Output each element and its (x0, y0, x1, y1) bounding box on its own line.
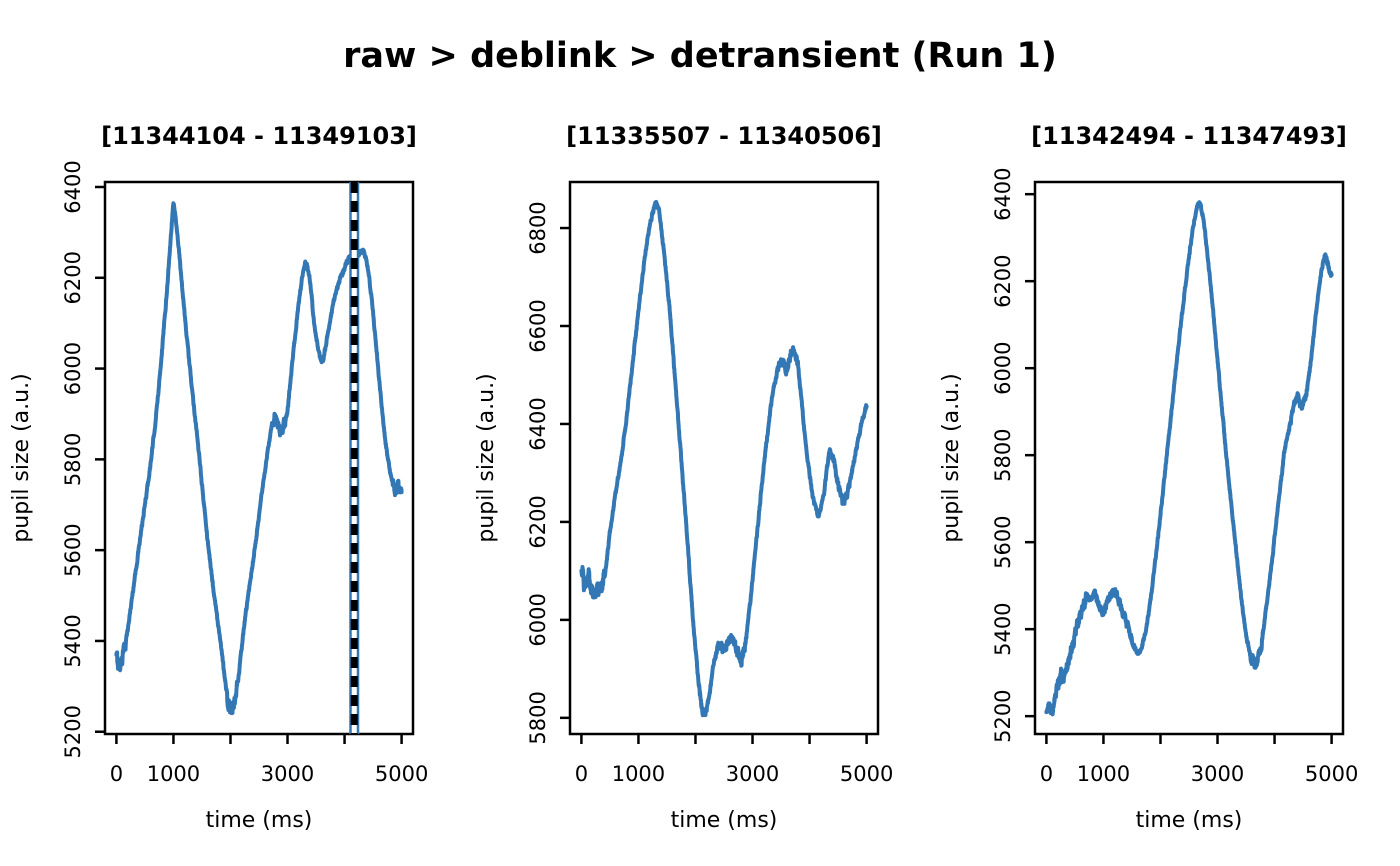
x-tick-label: 3000 (726, 762, 779, 786)
plot-2: 0 1000 3000 5000 5800 6000 6200 6400 6600 6800 (526, 180, 893, 786)
x-tick-label: 0 (1040, 762, 1053, 786)
y-tick-label: 5600 (61, 523, 85, 576)
y-tick-label: 6200 (61, 251, 85, 304)
y-tick-label: 5800 (526, 691, 550, 744)
subplot2-ylabel: pupil size (a.u.) (474, 373, 499, 543)
subplot2-title: [11335507 - 11340506] (566, 122, 882, 150)
pupil-trace-line (1044, 200, 1334, 717)
y-tick-label: 5800 (61, 433, 85, 486)
plot-1: 0 1000 3000 5000 5200 5400 5600 5800 6000 6200 640… (61, 160, 428, 786)
y-tick-label: 6000 (526, 593, 550, 646)
y-tick-label: 5800 (991, 428, 1015, 481)
plot-box (568, 180, 880, 736)
y-tick-label: 6200 (991, 254, 1015, 307)
figure-title: raw > deblink > detransient (Run 1) (343, 36, 1057, 76)
y-tick-label: 5400 (61, 614, 85, 667)
plot-3: 0 1000 3000 5000 5200 5400 5600 5800 6000 6200 640… (991, 167, 1358, 786)
x-tick-label: 5000 (840, 762, 893, 786)
y-tick-label: 5200 (991, 689, 1015, 742)
y-tick-label: 6800 (526, 201, 550, 254)
x-tick-label: 5000 (1305, 762, 1358, 786)
subplot3-ylabel: pupil size (a.u.) (939, 373, 964, 543)
x-tick-label: 1000 (1077, 762, 1130, 786)
y-tick-label: 5200 (61, 705, 85, 758)
y-tick-label: 5400 (991, 602, 1015, 655)
subplot1-ylabel: pupil size (a.u.) (9, 373, 34, 543)
subplot1-xlabel: time (ms) (205, 808, 313, 833)
subplot1-title: [11344104 - 11349103] (101, 122, 417, 150)
y-tick-label: 6400 (991, 167, 1015, 220)
subplot2-xlabel: time (ms) (670, 808, 778, 833)
y-tick-label: 6200 (526, 495, 550, 548)
x-tick-label: 3000 (261, 762, 314, 786)
x-tick-label: 0 (575, 762, 588, 786)
x-tick-label: 1000 (612, 762, 665, 786)
subplot3-title: [11342494 - 11347493] (1031, 122, 1347, 150)
y-tick-label: 6400 (526, 397, 550, 450)
y-tick-label: 5600 (991, 515, 1015, 568)
y-tick-label: 6000 (991, 341, 1015, 394)
y-tick-label: 6600 (526, 299, 550, 352)
y-tick-label: 6400 (61, 160, 85, 213)
x-tick-label: 3000 (1191, 762, 1244, 786)
y-tick-label: 6000 (61, 342, 85, 395)
plot-box (1033, 180, 1345, 736)
x-tick-label: 1000 (147, 762, 200, 786)
x-tick-label: 0 (110, 762, 123, 786)
plot-box (103, 180, 415, 736)
pupil-trace-line (579, 199, 869, 718)
subplot3-xlabel: time (ms) (1135, 808, 1243, 833)
x-tick-label: 5000 (375, 762, 428, 786)
